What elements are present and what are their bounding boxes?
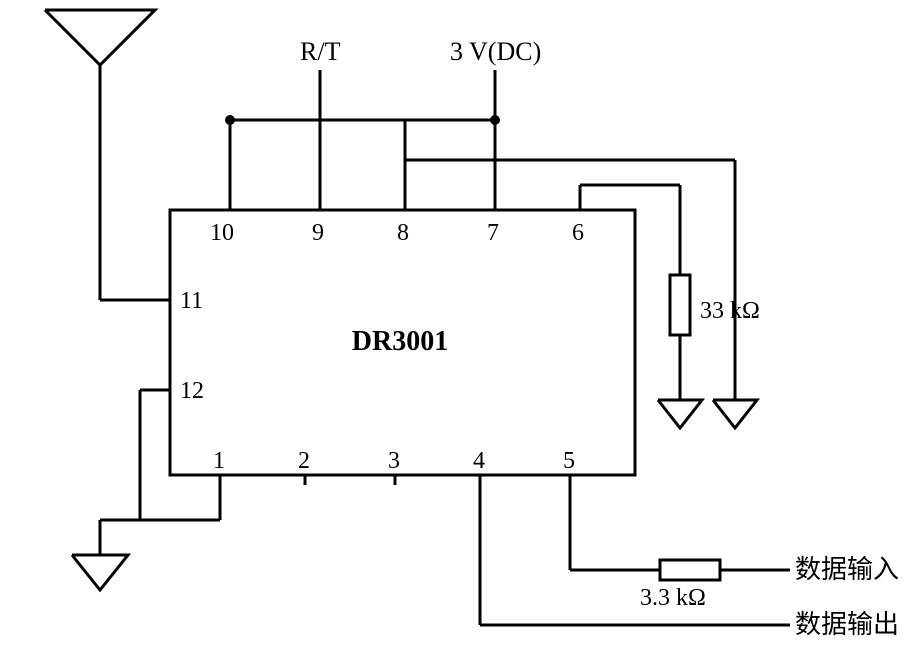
ground-right1-icon [658,400,702,428]
top-rail [225,70,500,200]
circuit-diagram: DR3001 10 9 8 7 6 11 12 1 2 3 4 5 [0,0,905,662]
svg-text:2: 2 [298,448,310,474]
svg-text:8: 8 [397,220,409,246]
svg-text:12: 12 [180,378,204,404]
wire-pin4-dataout [480,485,790,625]
svg-text:6: 6 [572,220,584,246]
resistor-r2 [660,560,720,580]
label-data-in: 数据输入 [795,555,899,584]
label-r2: 3.3 kΩ [640,585,706,611]
svg-text:10: 10 [210,220,234,246]
label-rt: R/T [300,37,341,66]
pins-top: 10 9 8 7 6 [210,200,584,246]
label-r1: 33 kΩ [700,298,760,324]
label-vdc: 3 V(DC) [450,37,541,66]
svg-text:7: 7 [487,220,499,246]
ground-left-icon [72,555,128,590]
svg-text:5: 5 [563,448,575,474]
wire-pin12-ground [140,390,160,520]
pins-left: 11 12 [160,288,204,404]
chip-label: DR3001 [352,326,448,357]
svg-text:3: 3 [388,448,400,474]
label-data-out: 数据输出 [795,610,899,639]
svg-text:9: 9 [312,220,324,246]
pins-bottom: 1 2 3 4 5 [213,448,575,485]
svg-text:11: 11 [180,288,203,314]
wire-pin8-ground [405,160,735,400]
svg-text:1: 1 [213,448,225,474]
svg-text:4: 4 [473,448,485,474]
wire-pin1-ground [100,485,220,555]
antenna-icon [45,10,155,300]
ground-right2-icon [713,400,757,428]
wire-pin5-r2-datain [570,485,790,580]
